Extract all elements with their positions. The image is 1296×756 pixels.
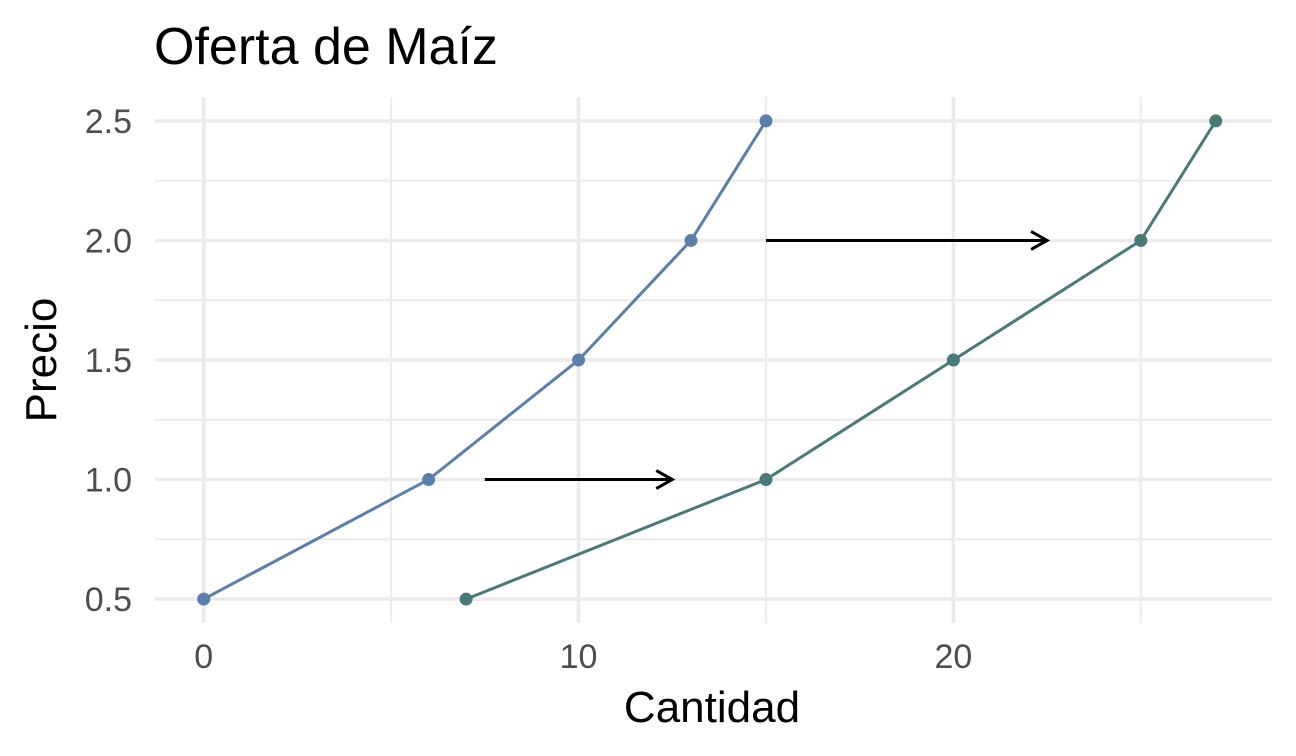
shift-arrow [484, 469, 676, 490]
x-tick-label: 20 [934, 638, 972, 676]
annotations [484, 230, 1051, 490]
data-point [459, 592, 473, 606]
y-tick-label: 0.5 [85, 581, 132, 619]
supply-series-2 [459, 114, 1223, 606]
shift-arrow [765, 230, 1051, 251]
data-point [1134, 233, 1148, 247]
arrow-head [1030, 230, 1051, 251]
supply-series-1 [197, 114, 773, 606]
grid [155, 97, 1272, 623]
data-point [197, 592, 211, 606]
series-layer [197, 114, 1223, 606]
data-point [572, 353, 586, 367]
tick-labels: 0 10 20 0.5 1.0 1.5 2.0 2.5 [85, 103, 973, 676]
data-point [684, 233, 698, 247]
x-tick-label: 10 [560, 638, 598, 676]
data-point [946, 353, 960, 367]
y-tick-label: 2.0 [85, 222, 132, 260]
data-point [1209, 114, 1223, 128]
y-tick-label: 1.5 [85, 342, 132, 380]
y-axis-title: Precio [17, 298, 66, 423]
chart-title: Oferta de Maíz [154, 18, 498, 76]
x-tick-label: 0 [194, 638, 213, 676]
data-point [759, 473, 773, 487]
data-point [759, 114, 773, 128]
data-point [422, 473, 436, 487]
y-tick-label: 1.0 [85, 462, 132, 500]
arrow-head [655, 469, 676, 490]
x-axis-title: Cantidad [624, 683, 800, 732]
y-tick-label: 2.5 [85, 103, 132, 141]
